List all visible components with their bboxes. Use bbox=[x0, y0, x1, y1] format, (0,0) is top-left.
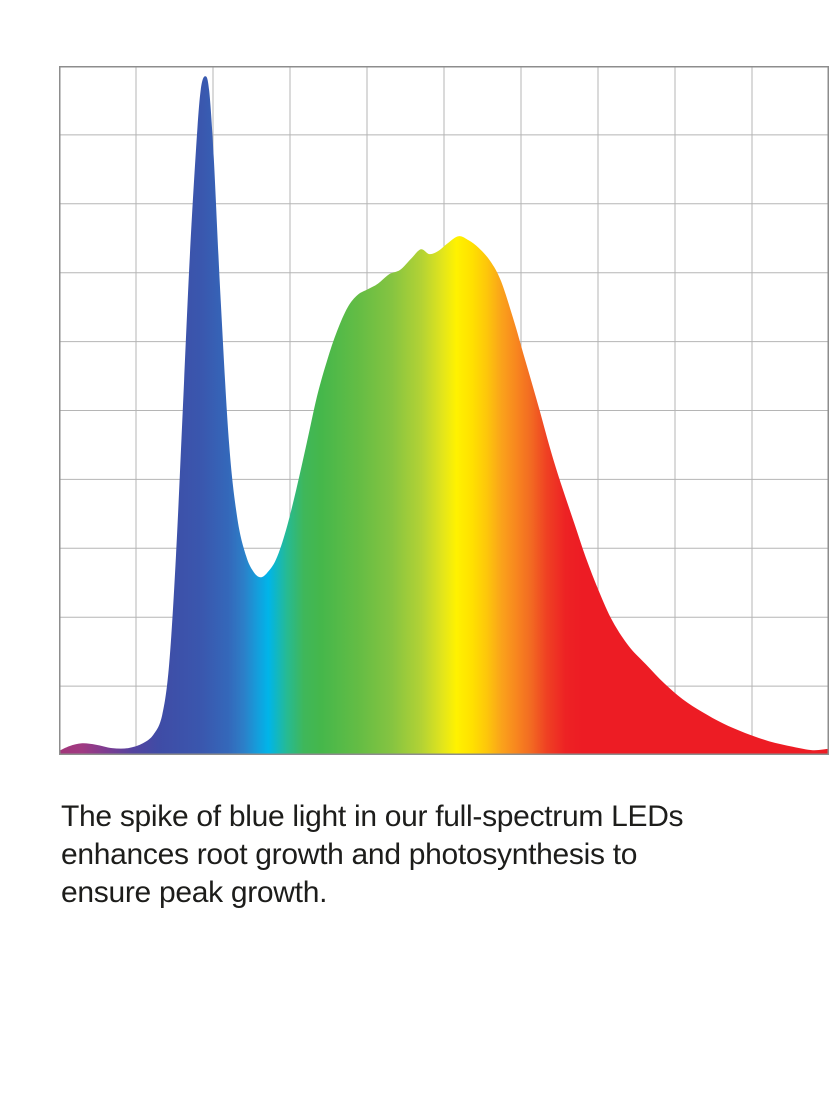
spectrum-svg bbox=[59, 66, 829, 755]
caption-line-2: enhances root growth and photosynthesis … bbox=[61, 838, 638, 871]
chart-border bbox=[59, 66, 829, 755]
caption-line-3: ensure peak growth. bbox=[61, 876, 328, 909]
caption-line-1: The spike of blue light in our full-spec… bbox=[61, 800, 684, 833]
spectrum-chart bbox=[59, 66, 829, 755]
spectrum-area bbox=[59, 76, 829, 755]
caption-text: The spike of blue light in our full-spec… bbox=[61, 798, 791, 912]
